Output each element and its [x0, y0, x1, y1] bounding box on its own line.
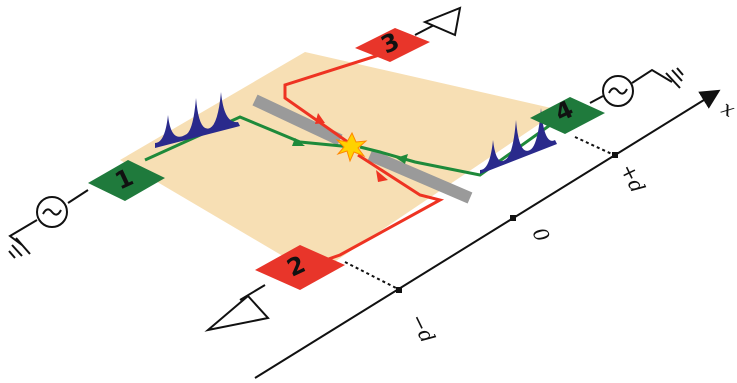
- tick-label-zero: 0: [528, 224, 555, 246]
- contact-4: 4: [530, 95, 605, 134]
- detector-icon: [414, 6, 462, 37]
- ac-source-icon: [36, 189, 89, 228]
- ac-source-icon: [589, 75, 634, 107]
- collision-star-icon: [335, 131, 368, 163]
- arrow-icon: [292, 138, 305, 146]
- contact-2: 2: [255, 245, 345, 290]
- tick-plus-d: [612, 152, 618, 158]
- edge-path-red-bottom: [319, 153, 445, 264]
- tick-label-minus-d: −d: [406, 310, 441, 347]
- arrow-icon: [396, 154, 408, 164]
- constriction-gate-bottom: [367, 149, 473, 204]
- x-axis-line: [254, 89, 721, 379]
- ground-icon: [8, 219, 38, 259]
- sample-plane: [120, 52, 560, 275]
- edge-path-green-right: [359, 116, 561, 177]
- projection-contact-4: [574, 136, 615, 156]
- wave-packet-right: [480, 108, 557, 174]
- edge-path-green-left: [144, 115, 353, 162]
- x-axis-label: x: [718, 96, 737, 122]
- wave-packet-left: [155, 92, 240, 148]
- arrow-icon: [315, 113, 325, 124]
- tick-label-plus-d: +d: [616, 160, 651, 197]
- arrow-icon: [376, 170, 388, 182]
- tick-zero: [510, 215, 516, 221]
- contact-1: 1: [88, 160, 165, 201]
- contact-3: 3: [355, 27, 430, 62]
- projection-contact-2: [344, 261, 399, 290]
- detector-icon: [204, 284, 270, 332]
- tick-minus-d: [396, 287, 402, 293]
- ground-icon: [631, 67, 684, 89]
- constriction-gate-top: [252, 94, 343, 146]
